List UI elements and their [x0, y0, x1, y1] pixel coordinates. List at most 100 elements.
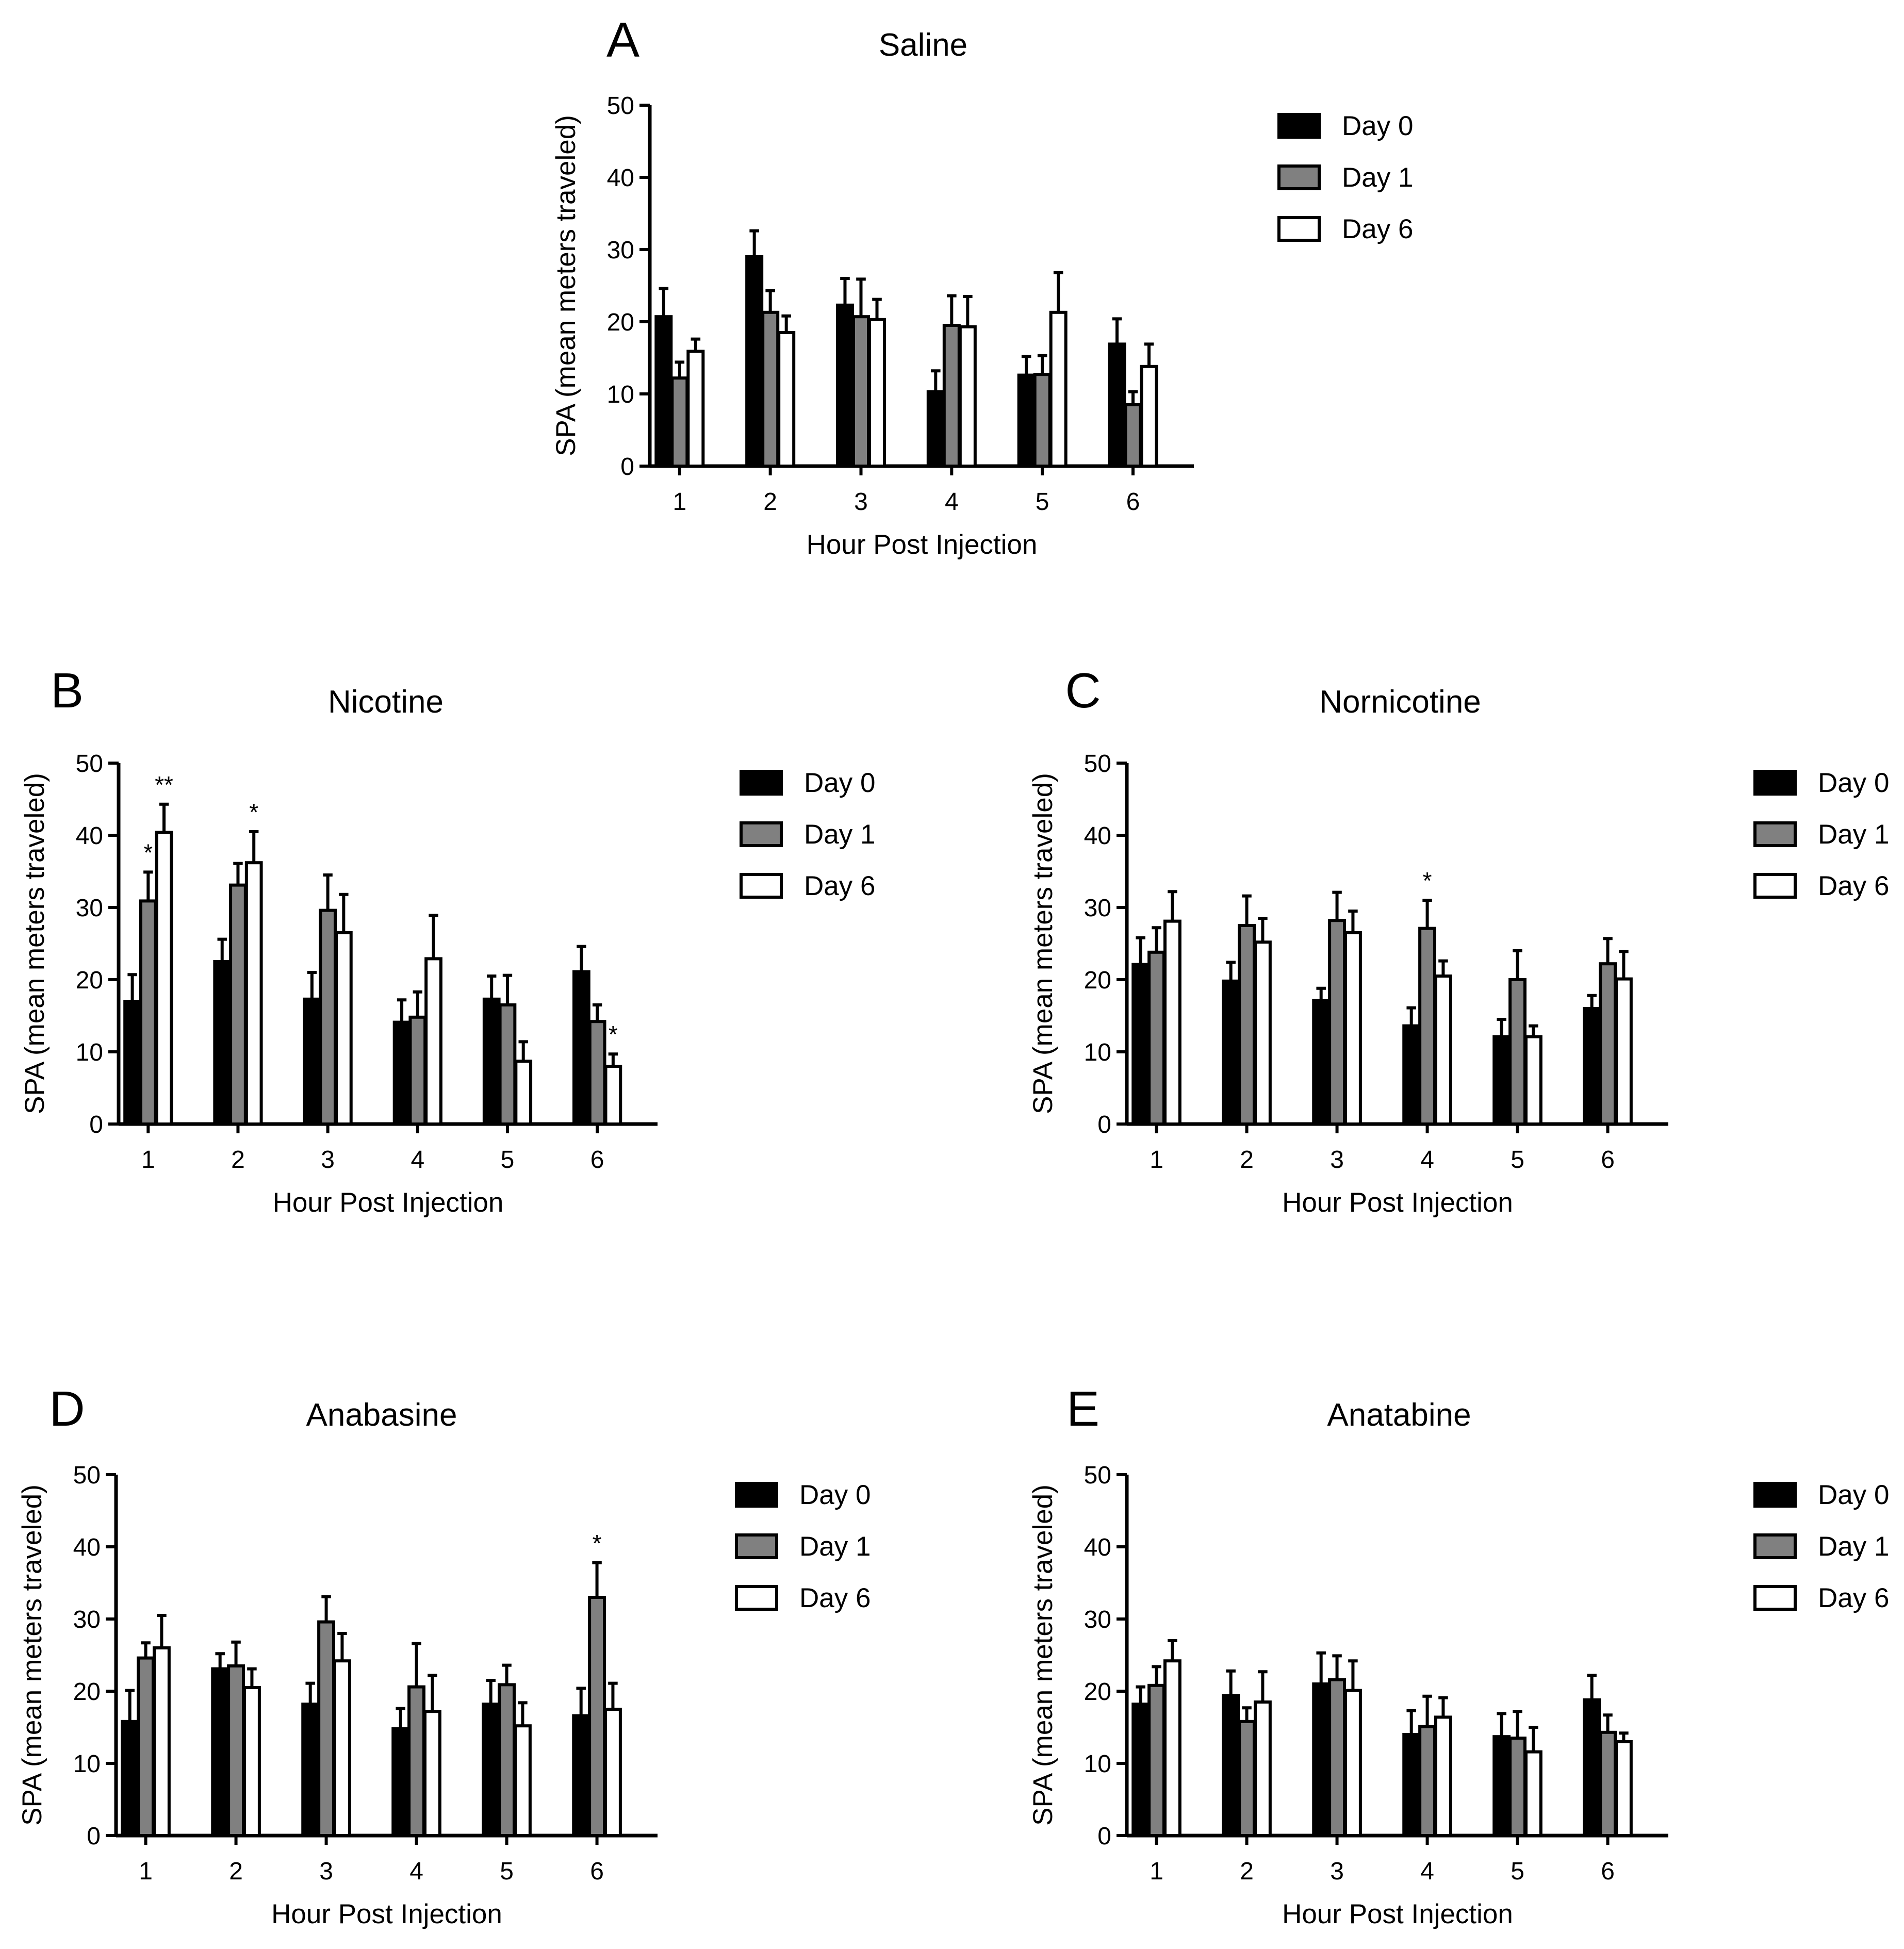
legend: Day 0 Day 1 Day 6: [740, 768, 875, 901]
y-tick-label: 10: [1084, 1750, 1111, 1778]
y-tick-label: 20: [1084, 967, 1111, 994]
y-tick-label: 30: [607, 237, 634, 264]
bar-day-0-hour-5: [1017, 373, 1036, 468]
x-tick-label: 6: [1126, 488, 1140, 516]
significance-star: *: [609, 1021, 618, 1048]
y-axis-label: SPA (mean meters traveled): [551, 115, 581, 456]
bar-day-1-hour-4: [408, 1015, 427, 1126]
bar-day-6-hour-3: [868, 318, 887, 468]
x-tick-label: 6: [590, 1858, 604, 1885]
x-tick-label: 5: [500, 1858, 514, 1885]
bar-day-0-hour-1: [654, 315, 673, 468]
bar-day-0-hour-3: [1312, 999, 1331, 1126]
bar-day-0-hour-6: [1108, 342, 1126, 468]
x-tick-label: 4: [1420, 1146, 1434, 1174]
x-tick-label: 1: [141, 1146, 155, 1174]
bar-day-1-hour-2: [1238, 924, 1256, 1126]
panel-c: C Nornicotine 0 10 20 30 40 50 SPA (mean meters …: [1028, 663, 1889, 1218]
y-tick-label: 0: [620, 453, 634, 481]
legend-swatch-day-1: [740, 821, 783, 847]
panel-letter: A: [606, 12, 639, 68]
bar-day-6-hour-6: [604, 1065, 622, 1126]
bar-day-0-hour-6: [1583, 1007, 1601, 1126]
legend-swatch-day-0: [1753, 770, 1797, 796]
bar-day-0-hour-4: [392, 1020, 411, 1126]
bar-day-1-hour-1: [670, 376, 689, 468]
x-tick-label: 4: [411, 1146, 424, 1174]
x-tick-label: 4: [1420, 1858, 1434, 1885]
bar-day-6-hour-2: [244, 861, 263, 1126]
bar-day-0-hour-5: [482, 1703, 500, 1837]
chart-title: Saline: [879, 27, 967, 63]
x-tick-label: 5: [1036, 488, 1049, 516]
chart-title: Nicotine: [328, 684, 444, 720]
bar-day-1-hour-3: [319, 909, 337, 1126]
legend-swatch-day-1: [1753, 1533, 1797, 1559]
x-tick-label: 1: [1150, 1858, 1163, 1885]
bar-day-1-hour-5: [1508, 1737, 1527, 1837]
legend-swatch-day-1: [1277, 164, 1321, 190]
bar-day-6-hour-1: [1163, 1659, 1181, 1837]
y-tick-label: 10: [73, 1750, 101, 1778]
bar-day-1-hour-6: [1599, 962, 1617, 1126]
bar-day-0-hour-2: [1222, 1694, 1240, 1837]
bar-day-6-hour-5: [1524, 1035, 1542, 1126]
bar-day-6-hour-4: [958, 325, 977, 468]
y-tick-label: 50: [1084, 750, 1111, 778]
bar-day-6-hour-2: [777, 331, 796, 468]
legend-label: Day 1: [799, 1531, 871, 1562]
legend-swatch-day-6: [1753, 873, 1797, 899]
bar-day-0-hour-6: [1583, 1698, 1601, 1838]
bar-day-0-hour-3: [1312, 1682, 1331, 1837]
legend-swatch-day-6: [735, 1585, 778, 1611]
significance-star: **: [155, 771, 173, 798]
legend: Day 0 Day 1 Day 6: [1277, 111, 1413, 244]
bar-day-0-hour-4: [926, 390, 945, 468]
bar-day-6-hour-5: [514, 1060, 533, 1126]
y-tick-label: 50: [607, 92, 634, 120]
y-tick-label: 0: [1097, 1111, 1111, 1138]
legend-swatch-day-0: [1753, 1482, 1797, 1508]
bar-day-1-hour-5: [1508, 978, 1527, 1126]
bar-day-0-hour-5: [1492, 1035, 1511, 1126]
y-axis-label: SPA (mean meters traveled): [17, 1484, 47, 1826]
bar-day-0-hour-2: [211, 1667, 229, 1838]
bar-day-6-hour-2: [1254, 1700, 1272, 1837]
bar-day-0-hour-1: [121, 1720, 139, 1838]
bar-day-1-hour-2: [761, 310, 780, 468]
x-tick-label: 5: [1511, 1146, 1524, 1174]
bar-day-1-hour-3: [317, 1620, 335, 1838]
y-tick-label: 40: [1084, 822, 1111, 850]
y-tick-label: 10: [1084, 1039, 1111, 1066]
bar-day-6-hour-2: [1254, 940, 1272, 1126]
legend-label: Day 0: [799, 1480, 871, 1510]
bar-day-1-hour-3: [1328, 1678, 1346, 1838]
panel-e: E Anatabine 0 10 20 30 40 50 SPA (mean meters tr…: [1028, 1381, 1889, 1929]
legend-label: Day 0: [1342, 111, 1413, 141]
bar-day-6-hour-1: [686, 350, 705, 468]
bar-day-6-hour-4: [1434, 974, 1452, 1126]
panel-letter: B: [51, 663, 84, 718]
bar-day-6-hour-5: [1524, 1750, 1542, 1838]
bar-day-6-hour-4: [1434, 1715, 1452, 1837]
y-tick-label: 30: [73, 1606, 101, 1633]
bar-day-6-hour-6: [1615, 977, 1633, 1126]
y-tick-label: 0: [87, 1823, 101, 1850]
legend-label: Day 1: [1818, 819, 1889, 850]
bar-day-6-hour-5: [514, 1724, 532, 1837]
bar-day-1-hour-1: [1147, 950, 1166, 1126]
legend-label: Day 6: [804, 871, 875, 901]
chart-title: Nornicotine: [1319, 684, 1481, 720]
x-tick-label: 1: [139, 1858, 153, 1885]
bar-day-0-hour-3: [303, 997, 321, 1126]
x-tick-label: 3: [1330, 1858, 1344, 1885]
bar-day-1-hour-6: [1124, 403, 1142, 468]
x-axis-label: Hour Post Injection: [271, 1899, 502, 1929]
x-tick-label: 2: [231, 1146, 245, 1174]
bar-day-0-hour-6: [572, 1714, 590, 1838]
bar-day-6-hour-1: [153, 1646, 171, 1837]
bar-day-1-hour-3: [851, 315, 871, 468]
x-tick-label: 2: [229, 1858, 243, 1885]
significance-star: *: [143, 839, 153, 866]
